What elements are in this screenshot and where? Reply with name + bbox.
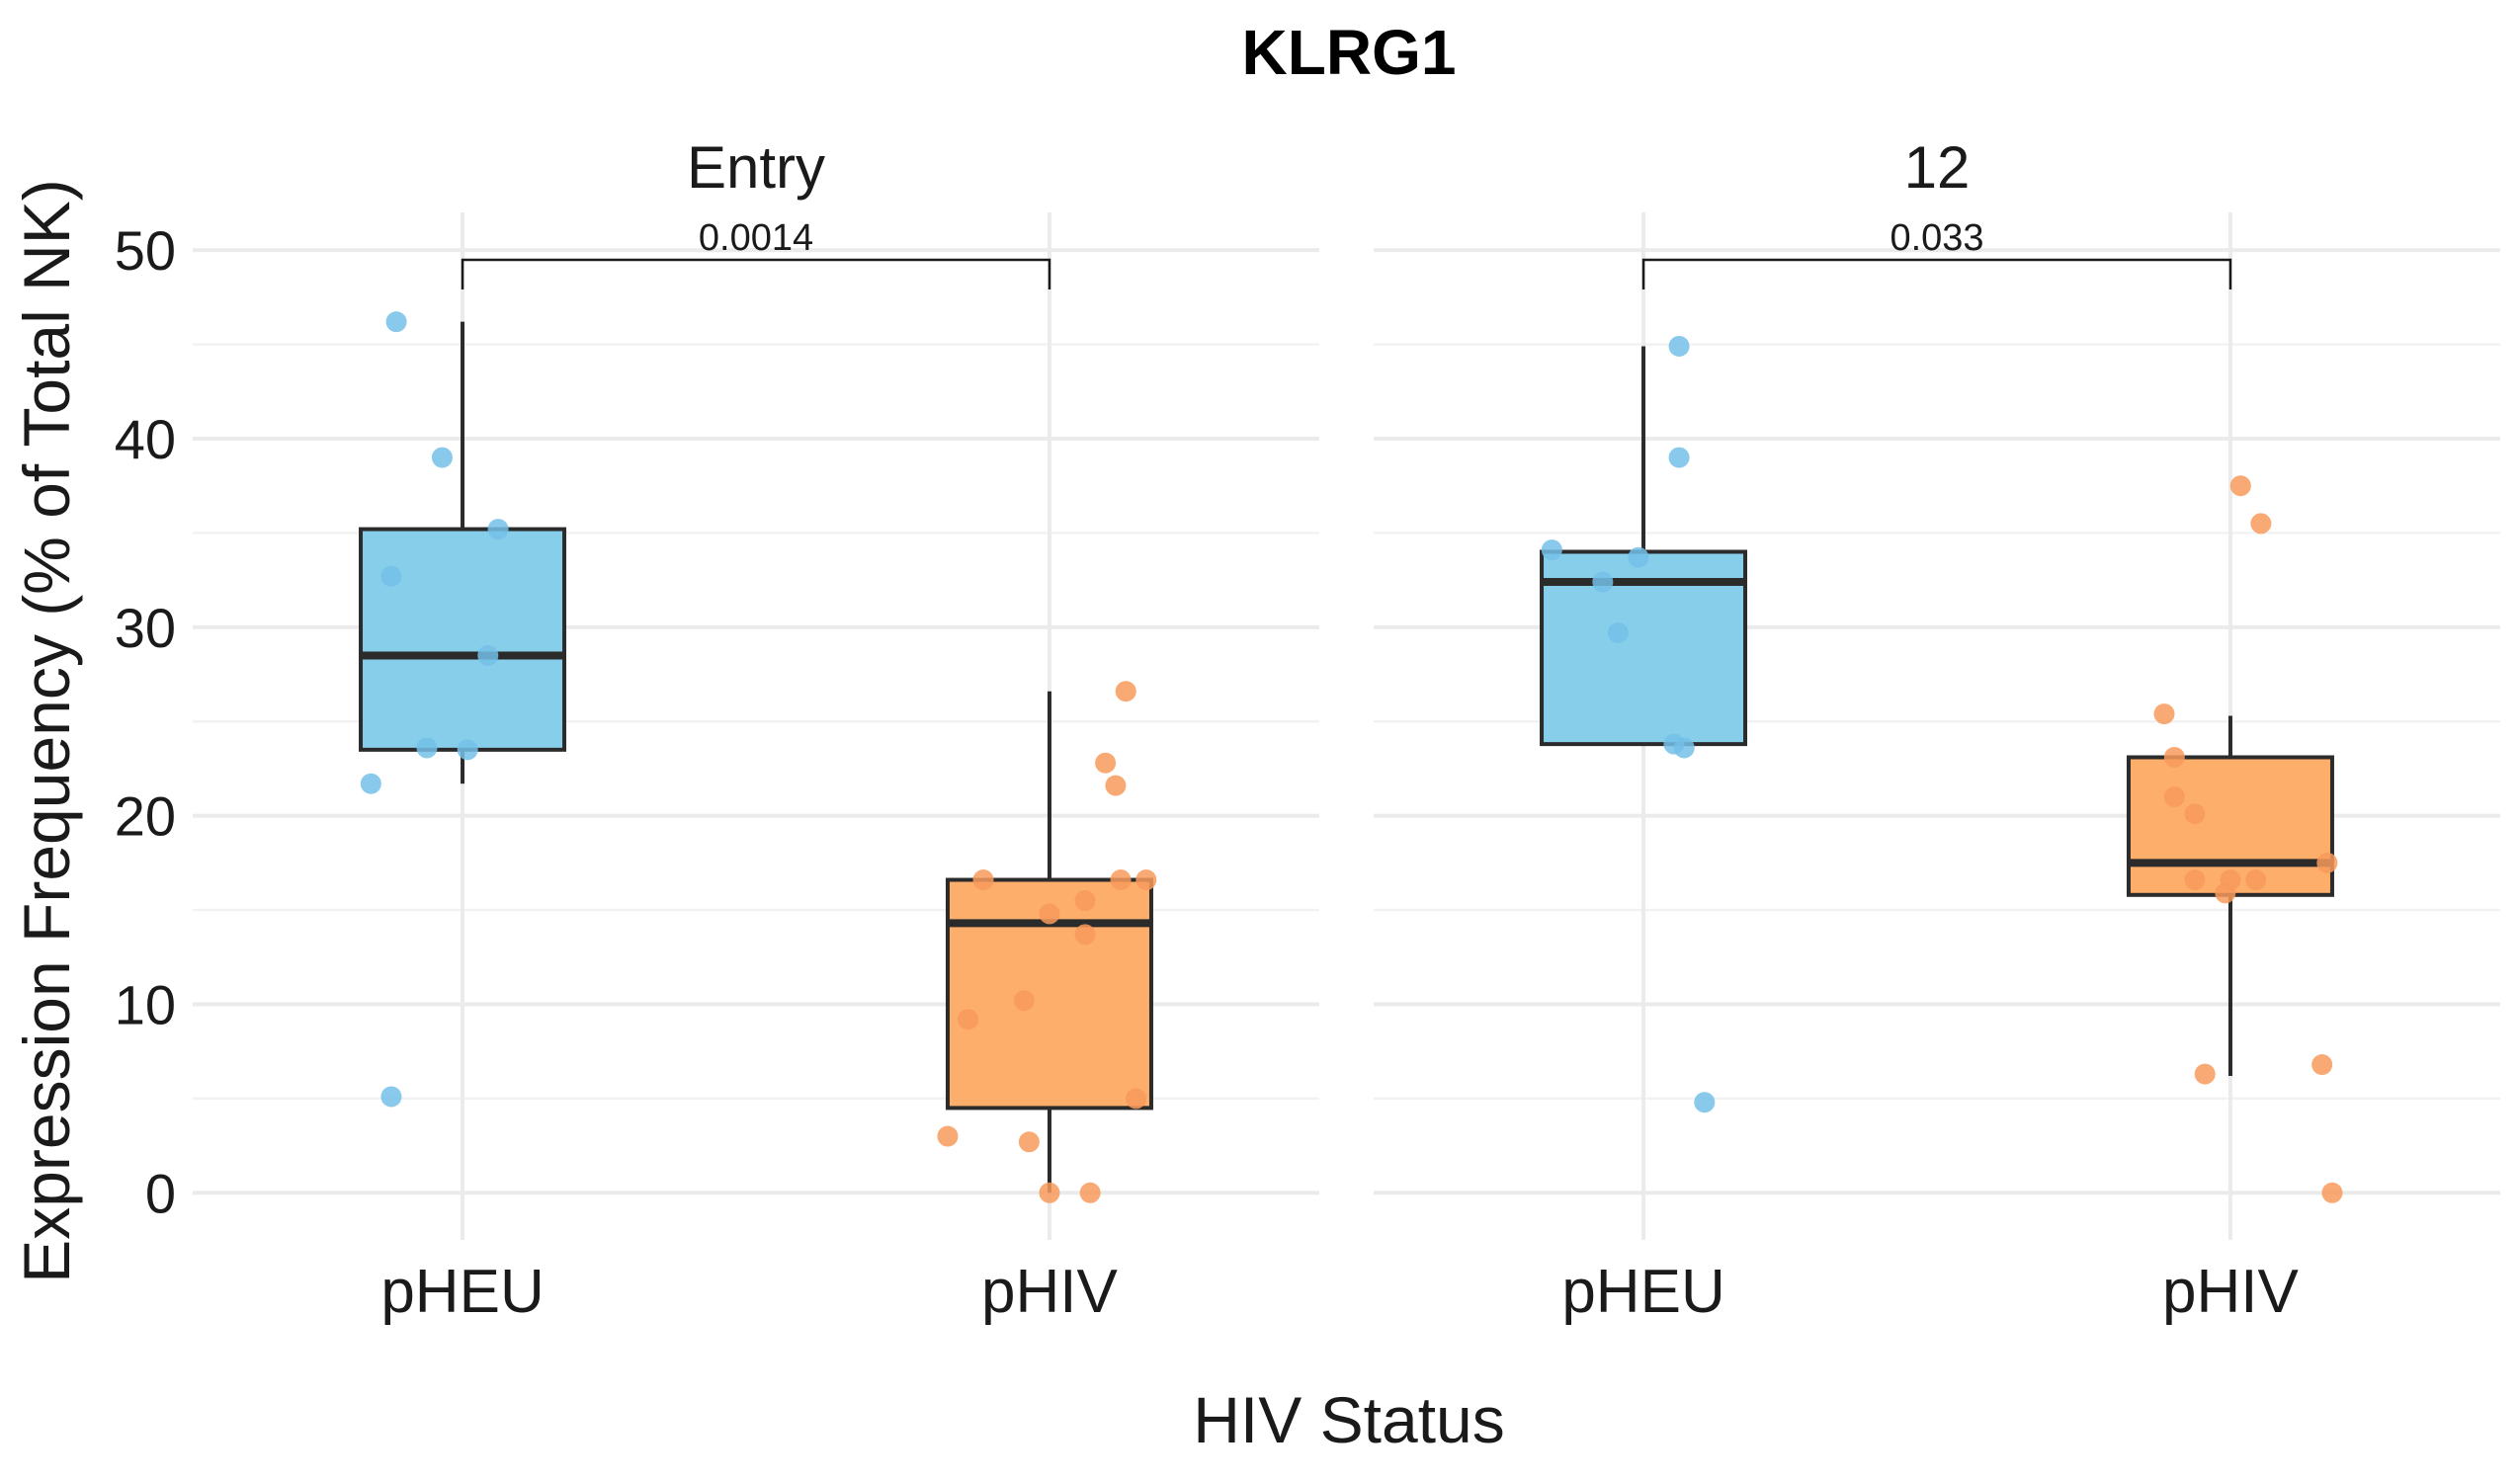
data-point <box>385 311 407 333</box>
data-point <box>937 1125 959 1147</box>
data-point <box>1592 571 1614 593</box>
data-point <box>1668 447 1690 468</box>
data-point <box>2184 869 2206 891</box>
data-point <box>477 644 499 666</box>
data-point <box>2250 513 2272 535</box>
data-point <box>1673 737 1695 759</box>
data-point <box>1105 775 1127 796</box>
data-point <box>1126 1088 1147 1110</box>
data-point <box>380 565 402 587</box>
data-point <box>1694 1092 1716 1113</box>
y-tick-label: 30 <box>115 597 176 659</box>
data-point <box>1628 546 1649 568</box>
facet-label: Entry <box>687 134 825 201</box>
y-tick-label: 10 <box>115 973 176 1035</box>
x-tick-label: pHEU <box>380 1258 544 1326</box>
y-tick-label: 40 <box>115 408 176 470</box>
data-point <box>1018 1131 1040 1153</box>
data-point <box>958 1009 979 1030</box>
p-value-label: 0.0014 <box>699 217 813 259</box>
data-point <box>380 1086 402 1108</box>
box-group-phiv <box>2126 475 2343 1203</box>
data-point <box>2311 1054 2333 1076</box>
data-point <box>1013 990 1035 1012</box>
data-point <box>416 737 438 759</box>
facet-panel-entry: Entry 0.0014 <box>193 134 1319 1240</box>
iqr-box <box>945 877 1153 1111</box>
data-point <box>1074 890 1096 912</box>
data-point <box>2153 703 2175 725</box>
data-point <box>1541 539 1562 561</box>
data-point <box>1074 924 1096 946</box>
x-tick-label: pHEU <box>1561 1258 1724 1326</box>
y-axis-title: Expression Frequency (% of Total NK) <box>10 179 83 1283</box>
x-tick-label: pHIV <box>2162 1258 2299 1326</box>
y-tick-label: 20 <box>115 785 176 848</box>
box-group-phiv <box>937 681 1157 1203</box>
data-point <box>1607 622 1629 644</box>
data-point <box>2215 882 2236 904</box>
x-axis-ticks: pHEU pHIV pHEU pHIV <box>380 1258 2299 1326</box>
data-point <box>2163 746 2185 768</box>
p-value-label: 0.033 <box>1890 217 1983 259</box>
significance-bracket <box>461 258 1051 289</box>
data-point <box>2321 1182 2343 1203</box>
chart-title: KLRG1 <box>1242 17 1457 88</box>
data-point <box>2316 852 2338 873</box>
data-point <box>1135 869 1157 891</box>
facet-label: 12 <box>1904 134 1971 201</box>
data-point <box>2163 786 2185 808</box>
y-tick-label: 50 <box>115 219 176 282</box>
data-point <box>2245 869 2267 891</box>
box-group-pheu <box>359 311 567 1108</box>
y-tick-label: 0 <box>145 1162 176 1224</box>
x-axis-title: HIV Status <box>1193 1383 1504 1456</box>
box-group-pheu <box>1540 335 1748 1113</box>
data-point <box>1115 681 1136 702</box>
data-point <box>2194 1063 2216 1085</box>
data-point <box>2184 803 2206 825</box>
data-point <box>2229 475 2251 497</box>
data-point <box>1668 335 1690 357</box>
data-point <box>431 447 453 468</box>
data-point <box>1095 752 1117 774</box>
data-point <box>972 869 994 891</box>
data-point <box>1039 903 1060 925</box>
data-point <box>1039 1182 1060 1203</box>
data-point <box>457 739 478 761</box>
significance-bracket <box>1641 258 2232 289</box>
facet-panel-12: 12 0.033 <box>1374 134 2500 1240</box>
x-tick-label: pHIV <box>981 1258 1118 1326</box>
data-point <box>487 519 509 540</box>
data-point <box>360 773 381 794</box>
data-point <box>1110 869 1132 891</box>
iqr-box <box>359 527 567 752</box>
y-axis-ticks: 0 10 20 30 40 50 <box>115 219 176 1224</box>
data-point <box>1079 1182 1101 1203</box>
